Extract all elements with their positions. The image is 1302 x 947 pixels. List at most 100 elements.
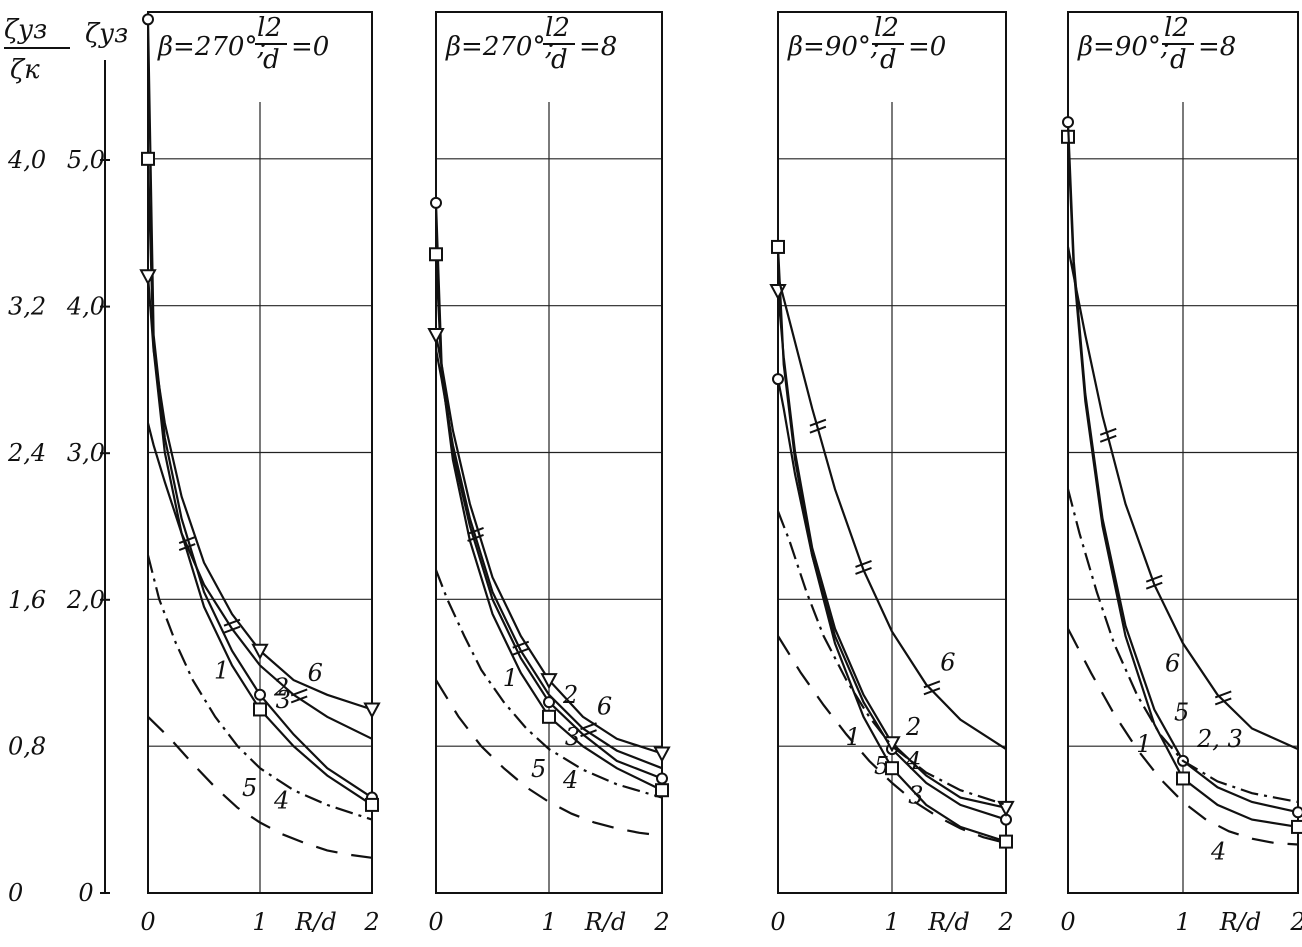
series-label: 5 — [1174, 698, 1189, 726]
data-point-square — [655, 783, 669, 798]
series-label: 3 — [908, 782, 923, 810]
data-point-square — [999, 834, 1013, 849]
data-point-triangle — [427, 328, 445, 345]
panel-frame — [435, 11, 663, 894]
series-label: 1 — [1136, 730, 1151, 758]
panel-title-beta: β=90°; — [787, 32, 880, 62]
series-label: 2, 3 — [1196, 725, 1243, 753]
series-tick-mark — [809, 418, 827, 434]
data-point-square — [1176, 771, 1190, 786]
panel-title: β=90°;l2d =8 — [1077, 13, 1236, 75]
data-point-circle — [142, 13, 154, 26]
x-tick-label: 1 — [1175, 908, 1190, 936]
series-tick-mark — [290, 688, 308, 704]
series-label: 4 — [562, 766, 578, 794]
series-6: 6 — [776, 276, 1007, 751]
x-tick-label: 1 — [884, 908, 899, 936]
inner-axis-tick-label: 3,0 — [67, 439, 105, 467]
series-tick-mark — [512, 640, 530, 656]
series-line — [434, 569, 663, 799]
series-label: 4 — [1210, 837, 1226, 865]
series-tick-mark — [178, 536, 196, 552]
chart-panel-3: β=90°;l2d =0 0 1 2 R/d 1 2 3 45 6 — [769, 11, 1015, 936]
series-tick-mark — [923, 680, 941, 696]
series-label: 4 — [905, 747, 921, 775]
series-4: 4 — [1067, 628, 1299, 865]
outer-axis-tick-label: 4,0 — [7, 146, 46, 174]
series-line — [1066, 488, 1299, 804]
panel-title-frac-den: d — [263, 45, 280, 75]
series-label: 3 — [565, 723, 580, 751]
panel-frame — [777, 11, 1007, 894]
inner-axis: ζуз 0 2,0 3,0 4,0 5,0 — [66, 19, 128, 907]
x-axis-label: R/d — [584, 908, 627, 936]
series-tick-mark — [1145, 574, 1163, 590]
series-line — [146, 276, 373, 711]
series-4: 4 — [147, 716, 373, 859]
data-point-triangle — [997, 800, 1015, 817]
panel-title-value: =0 — [291, 32, 329, 62]
panel-title: β=270°;l2d =8 — [445, 13, 617, 75]
inner-axis-tick-label: 4,0 — [66, 293, 105, 321]
data-point-circle — [254, 688, 266, 701]
outer-axis-label-bottom: ζк — [10, 55, 40, 85]
data-point-triangle — [540, 673, 558, 690]
series-label: 2 — [905, 713, 921, 741]
data-point-square — [253, 702, 267, 717]
series-line — [776, 290, 1007, 809]
x-tick-label: 0 — [770, 908, 785, 936]
series-tick-mark — [580, 722, 597, 738]
x-axis-label: R/d — [927, 908, 970, 936]
series-line — [1067, 628, 1299, 846]
x-tick-label: 2 — [1289, 908, 1302, 936]
x-axis-label: R/d — [1219, 908, 1262, 936]
series-2--3: 2, 3 — [1062, 116, 1302, 819]
data-point-square — [771, 239, 785, 254]
series-line — [434, 334, 663, 755]
series-3: 3 — [769, 283, 1015, 817]
series-line — [146, 158, 373, 806]
series-3: 3 — [427, 328, 671, 763]
data-point-circle — [656, 772, 668, 785]
series-3: 3 — [139, 269, 381, 719]
inner-axis-tick-label: 2,0 — [66, 586, 105, 614]
series-label: 1 — [214, 657, 229, 685]
series-line — [1066, 246, 1299, 751]
series-line — [434, 349, 663, 770]
series-label: 4 — [273, 787, 289, 815]
series-5: 5 — [146, 555, 373, 821]
panel-title-frac-num: l2 — [874, 13, 899, 43]
series-label: 1 — [503, 664, 518, 692]
inner-axis-ticks: 0 2,0 3,0 4,0 5,0 — [66, 146, 110, 907]
outer-axis-ticks: 0 0,8 1,6 2,4 3,2 4,0 — [7, 146, 46, 907]
outer-axis-tick-label: 0 — [8, 879, 23, 907]
series-label: 5 — [874, 752, 889, 780]
data-point-triangle — [251, 643, 269, 660]
x-tick-label: 1 — [541, 908, 556, 936]
series-line — [1066, 122, 1299, 814]
series-label: 6 — [597, 693, 612, 721]
x-tick-label: 0 — [140, 908, 155, 936]
x-tick-label: 2 — [653, 908, 669, 936]
series-4: 4 — [435, 679, 663, 837]
panel-title-value: =0 — [908, 32, 946, 62]
data-point-triangle — [363, 702, 381, 719]
x-axis-label: R/d — [294, 908, 337, 936]
panel-title-value: =8 — [579, 32, 617, 62]
outer-axis-tick-label: 3,2 — [8, 293, 46, 321]
series-tick-mark — [1214, 690, 1232, 706]
data-point-square — [1291, 819, 1302, 834]
x-tick-label: 0 — [428, 908, 443, 936]
data-point-circle — [772, 373, 784, 386]
data-point-square — [365, 797, 379, 812]
data-point-square — [429, 247, 443, 262]
data-point-square — [542, 709, 556, 724]
series-line — [776, 276, 1007, 751]
data-point-square — [141, 151, 155, 166]
series-line — [146, 555, 373, 821]
inner-axis-tick-label: 5,0 — [67, 146, 105, 174]
x-tick-label: 2 — [997, 908, 1013, 936]
series-6: 6 — [1066, 246, 1299, 751]
